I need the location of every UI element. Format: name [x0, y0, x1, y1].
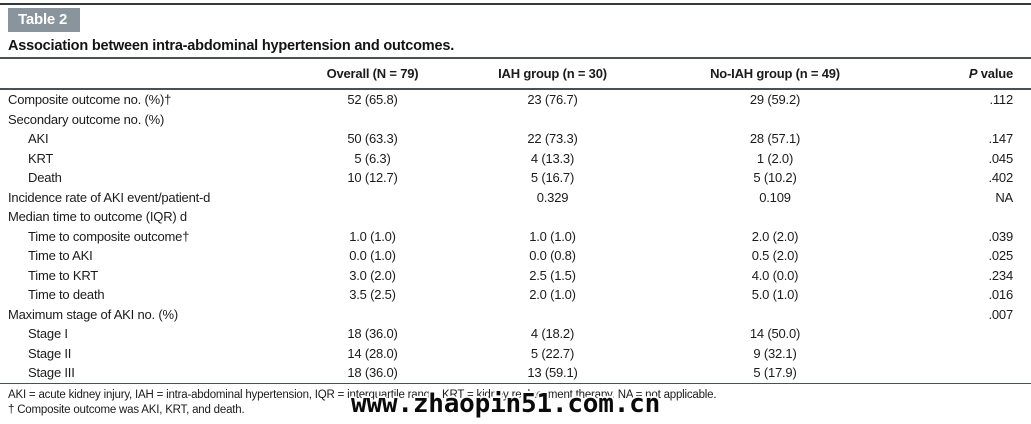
table-row: Stage II 14 (28.0) 5 (22.7) 9 (32.1): [0, 344, 1031, 364]
cell-overall: 14 (28.0): [347, 345, 398, 361]
cell-no-iah-group: 2.0 (2.0): [751, 228, 799, 244]
cell-no-iah-group: 1 (2.0): [756, 150, 794, 166]
cell-no-iah-group: 0.109: [759, 189, 791, 205]
row-label: Death: [28, 170, 62, 186]
table-header-row: Overall (N = 79) IAH group (n = 30) No-I…: [0, 59, 1031, 88]
cell-no-iah-group: 5 (10.2): [753, 170, 797, 186]
cell-iah-group: 4 (13.3): [530, 150, 575, 166]
cell-overall: 3.0 (2.0): [349, 267, 396, 283]
cell-p-value: .045: [988, 150, 1013, 166]
header-no-iah-group: No-IAH group (n = 49): [710, 66, 840, 81]
table-row: Composite outcome no. (%)† 52 (65.8) 23 …: [0, 90, 1031, 110]
header-p-italic: P: [968, 66, 978, 81]
row-label: Stage III: [28, 365, 75, 381]
table-row: Stage III 18 (36.0) 13 (59.1) 5 (17.9): [0, 363, 1031, 383]
header-iah-group: IAH group (n = 30): [498, 66, 607, 81]
table-label-box: Table 2: [8, 8, 81, 32]
cell-no-iah-group: 5 (17.9): [753, 365, 797, 381]
cell-overall: 18 (36.0): [347, 326, 398, 342]
cell-p-value: .016: [988, 287, 1013, 303]
row-label: Secondary outcome no. (%): [8, 111, 165, 127]
cell-p-value: .402: [988, 170, 1013, 186]
cell-no-iah-group: 4.0 (0.0): [751, 267, 799, 283]
cell-overall: 50 (63.3): [347, 131, 398, 147]
cell-no-iah-group: 9 (32.1): [753, 345, 797, 361]
table: Overall (N = 79) IAH group (n = 30) No-I…: [0, 57, 1031, 418]
cell-p-value: .147: [988, 131, 1013, 147]
cell-overall: 3.5 (2.5): [349, 287, 396, 303]
cell-iah-group: 0.0 (0.8): [529, 248, 576, 264]
cell-p-value: NA: [995, 189, 1013, 205]
cell-no-iah-group: 0.5 (2.0): [751, 248, 799, 264]
row-label: Time to AKI: [28, 248, 93, 264]
header-overall: Overall (N = 79): [326, 66, 419, 81]
table-row: Stage I 18 (36.0) 4 (18.2) 14 (50.0): [0, 324, 1031, 344]
row-label: Composite outcome no. (%)†: [8, 92, 172, 108]
watermark-text: www.zhaopin51.com.cn: [351, 389, 661, 419]
cell-iah-group: 23 (76.7): [527, 92, 578, 108]
header-top-rule: [0, 57, 1031, 59]
row-label: Median time to outcome (IQR) d: [8, 209, 187, 225]
header-p-value: P value: [890, 66, 1031, 81]
cell-iah-group: 2.0 (1.0): [529, 287, 576, 303]
table-row: AKI 50 (63.3) 22 (73.3) 28 (57.1) .147: [0, 129, 1031, 149]
cell-iah-group: 4 (18.2): [530, 326, 575, 342]
table-row: Time to KRT 3.0 (2.0) 2.5 (1.5) 4.0 (0.0…: [0, 266, 1031, 286]
cell-no-iah-group: 28 (57.1): [749, 131, 801, 147]
cell-overall: 18 (36.0): [347, 365, 398, 381]
cell-overall: 0.0 (1.0): [349, 248, 396, 264]
cell-no-iah-group: 29 (59.2): [749, 92, 801, 108]
row-label: Time to composite outcome†: [28, 228, 190, 244]
cell-p-value: .039: [988, 228, 1013, 244]
cell-iah-group: 13 (59.1): [527, 365, 578, 381]
table-row: KRT 5 (6.3) 4 (13.3) 1 (2.0) .045: [0, 149, 1031, 169]
cell-iah-group: 0.329: [536, 189, 569, 205]
footnote-rule: [0, 382, 1031, 384]
footnote-abbreviations: AKI = acute kidney injury, IAH = intra-a…: [8, 389, 717, 401]
table-row: Time to composite outcome† 1.0 (1.0) 1.0…: [0, 227, 1031, 247]
cell-overall: 5 (6.3): [354, 150, 391, 166]
row-label: AKI: [28, 131, 49, 147]
row-label: Maximum stage of AKI no. (%): [8, 306, 178, 322]
cell-overall: 1.0 (1.0): [349, 228, 396, 244]
table-row: Death 10 (12.7) 5 (16.7) 5 (10.2) .402: [0, 168, 1031, 188]
cell-no-iah-group: 5.0 (1.0): [751, 287, 799, 303]
row-label: KRT: [28, 150, 54, 166]
cell-iah-group: 22 (73.3): [527, 131, 578, 147]
cell-p-value: .234: [988, 267, 1013, 283]
cell-overall: 10 (12.7): [347, 170, 398, 186]
row-label: Stage II: [28, 345, 72, 361]
table-row: Incidence rate of AKI event/patient-d 0.…: [0, 188, 1031, 208]
table-row: Time to death 3.5 (2.5) 2.0 (1.0) 5.0 (1…: [0, 285, 1031, 305]
table-row: Median time to outcome (IQR) d: [0, 207, 1031, 227]
row-label: Time to KRT: [28, 267, 99, 283]
header-bottom-rule: [0, 88, 1031, 90]
cell-iah-group: 5 (22.7): [530, 345, 575, 361]
cell-no-iah-group: 14 (50.0): [749, 326, 801, 342]
top-rule: [0, 3, 1031, 5]
table-row: Secondary outcome no. (%): [0, 110, 1031, 130]
footnotes: AKI = acute kidney injury, IAH = intra-a…: [0, 384, 1031, 418]
cell-overall: 52 (65.8): [347, 92, 398, 108]
cell-p-value: .112: [989, 92, 1013, 108]
cell-p-value: .007: [988, 306, 1013, 322]
table-caption: Association between intra-abdominal hype…: [8, 38, 455, 54]
footnote-dagger: † Composite outcome was AKI, KRT, and de…: [8, 404, 245, 416]
row-label: Stage I: [28, 326, 68, 342]
row-label: Incidence rate of AKI event/patient-d: [8, 189, 211, 205]
row-label: Time to death: [28, 287, 105, 303]
cell-iah-group: 2.5 (1.5): [529, 267, 576, 283]
table-row: Maximum stage of AKI no. (%) .007: [0, 305, 1031, 325]
cell-iah-group: 5 (16.7): [530, 170, 575, 186]
cell-p-value: .025: [988, 248, 1013, 264]
cell-iah-group: 1.0 (1.0): [529, 228, 576, 244]
table-row: Time to AKI 0.0 (1.0) 0.0 (0.8) 0.5 (2.0…: [0, 246, 1031, 266]
table-body: Composite outcome no. (%)† 52 (65.8) 23 …: [0, 90, 1031, 383]
header-p-rest: value: [977, 66, 1013, 81]
table-label-text: Table 2: [18, 11, 68, 28]
